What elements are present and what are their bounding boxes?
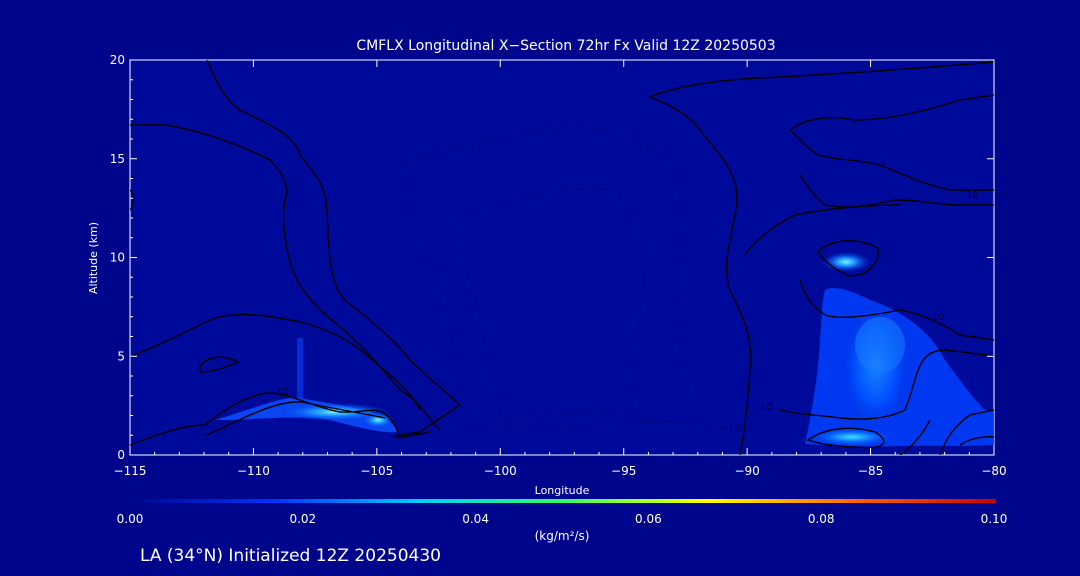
contour-line (789, 129, 994, 191)
contour-line (779, 349, 994, 420)
contour-line (454, 188, 645, 419)
contour-line (789, 94, 994, 131)
colorbar-label: (kg/m²/s) (535, 529, 590, 543)
contour-line (130, 124, 441, 431)
contour-line (649, 96, 752, 455)
colorbar-tick-label: 0.04 (462, 512, 489, 526)
x-tick-label: −105 (360, 464, 393, 478)
contour-line (399, 126, 696, 433)
x-axis-label: Longitude (535, 484, 590, 497)
contour-line (899, 419, 931, 455)
flux-column-west (297, 338, 303, 404)
colorbar-tick-label: 0.08 (808, 512, 835, 526)
contour-line (744, 204, 901, 256)
x-tick-label: −85 (858, 464, 883, 478)
contour-line (199, 356, 240, 373)
contour-line (204, 401, 386, 437)
colorbar-gradient (130, 499, 996, 503)
x-tick-label: −100 (484, 464, 517, 478)
contour-line (817, 240, 879, 277)
contour-label: −10 (720, 424, 741, 435)
contour-label: 10 (760, 402, 773, 413)
y-axis-label: Altitude (km) (87, 222, 100, 294)
contour-label: 10 (966, 190, 979, 201)
flux-core-east-mid (855, 317, 905, 373)
flux-core-west (280, 403, 390, 421)
contour-line (130, 313, 421, 411)
x-tick-label: −110 (237, 464, 270, 478)
flux-core-west-2 (362, 412, 394, 428)
y-tick-label: 0 (117, 448, 125, 462)
colorbar: 0.00 0.02 0.04 0.06 0.08 0.10 (kg/m²/s) (117, 499, 1008, 543)
contour-line (130, 392, 431, 446)
contour-line (959, 436, 994, 446)
colorbar-tick-label: 0.10 (981, 512, 1008, 526)
colorbar-ticks: 0.00 0.02 0.04 0.06 0.08 0.10 (117, 512, 1008, 526)
contour-line (806, 427, 885, 449)
x-tick-label: −95 (611, 464, 636, 478)
contour-line (799, 279, 994, 341)
x-tick-label: −115 (114, 464, 147, 478)
y-tick-label: 20 (110, 53, 125, 67)
contour-line (939, 409, 994, 455)
x-tick-label: −90 (734, 464, 759, 478)
flux-core-east-lower (810, 428, 894, 446)
y-tick-label: 15 (110, 152, 125, 166)
colorbar-tick-label: 0.00 (117, 512, 144, 526)
x-tick-label: −80 (981, 464, 1006, 478)
contour-lines (130, 60, 994, 455)
contour-labels: 10 10 10 10 −10 (276, 190, 979, 435)
contour-label: 10 (932, 312, 945, 323)
colorbar-tick-label: 0.02 (289, 512, 316, 526)
contour-line (649, 61, 994, 98)
contour-line (206, 60, 462, 437)
flux-core-east-upper (822, 252, 870, 272)
y-tick-label: 10 (110, 251, 125, 265)
x-axis: −115 −110 −105 −100 −95 −90 −85 −80 (114, 60, 1007, 478)
footer-text: LA (34°N) Initialized 12Z 20250430 (140, 546, 441, 566)
colorbar-tick-label: 0.06 (635, 512, 662, 526)
y-tick-label: 5 (117, 349, 125, 363)
plot-area: 10 10 10 10 −10 −115 −110 −105 −100 −95 −90 −8… (110, 53, 1007, 478)
contour-line (639, 419, 761, 431)
y-axis: 0 5 10 15 20 (110, 53, 994, 462)
negative-contours (399, 126, 761, 433)
filled-contours (215, 252, 994, 447)
contour-line (130, 189, 135, 211)
contour-label: 10 (276, 387, 289, 398)
chart-title: CMFLX Longitudinal X−Section 72hr Fx Val… (356, 38, 775, 54)
